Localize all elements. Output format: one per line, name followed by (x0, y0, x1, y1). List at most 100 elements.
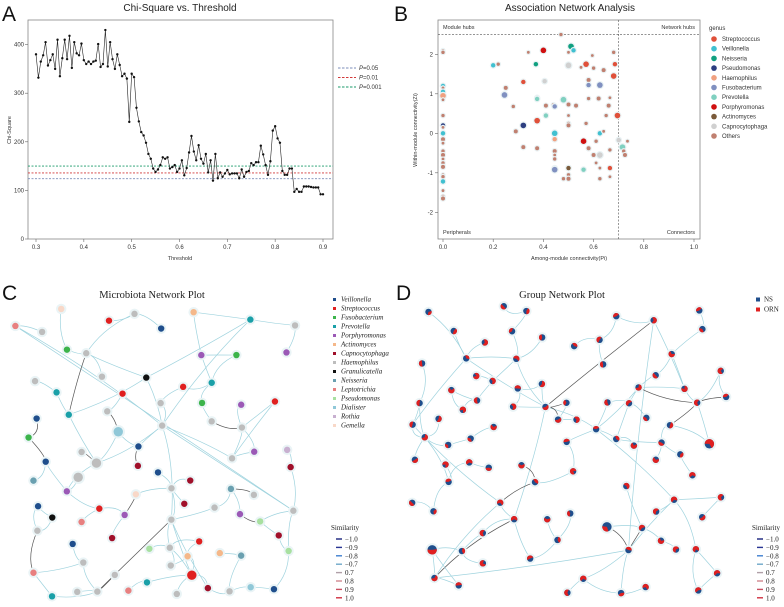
network-node-orn-share (526, 555, 534, 561)
legend-label: P=0.01 (359, 76, 379, 82)
quadrant-connectors: Connectors (667, 230, 695, 236)
network-node-dialister (247, 583, 254, 591)
data-point-porphyromonas (580, 138, 587, 144)
similarity-label: −1.0 (345, 536, 358, 544)
network-edge (499, 481, 536, 503)
data-point (257, 161, 260, 164)
data-point-others (441, 149, 445, 153)
legend-label: Haemophilus (722, 76, 757, 82)
legend-value: =0.05 (363, 66, 379, 72)
network-edge (628, 320, 654, 551)
network-edge (290, 466, 296, 511)
legend-swatch (711, 65, 717, 71)
legend-swatch (333, 325, 336, 328)
legend-label: Neisseria (722, 56, 748, 62)
network-node-streptococcus (179, 383, 187, 391)
data-point (34, 53, 38, 56)
data-point-fusobacterium (597, 82, 603, 88)
data-point-fusobacterium (552, 104, 557, 109)
plot-area-b (437, 19, 701, 240)
network-node-haemophilus (34, 527, 41, 534)
network-node-haemophilus (168, 485, 175, 492)
data-point (89, 62, 93, 66)
data-point-others (566, 176, 571, 181)
network-edge (673, 499, 697, 550)
data-point (211, 179, 215, 182)
network-node-orn-share (668, 351, 675, 358)
data-point (56, 38, 59, 41)
similarity-label: 1.0 (766, 594, 775, 602)
network-node-orn-share (643, 416, 648, 422)
data-point-veillonella (597, 131, 603, 136)
network-node-orn-share (557, 536, 561, 543)
network-node-orn-share (679, 452, 684, 458)
network-node-haemophilus (226, 588, 233, 595)
network-edge (412, 358, 467, 425)
network-node-orn-share (448, 387, 455, 394)
data-point-fusobacterium (586, 82, 591, 88)
data-point-others (441, 189, 445, 192)
data-point (171, 165, 174, 169)
network-edge (86, 352, 147, 378)
network-edge (273, 551, 289, 590)
legend-label: Actinomyces (722, 115, 756, 121)
data-point-others (608, 96, 612, 100)
legend-swatch (711, 123, 717, 130)
data-point-others (441, 137, 445, 142)
legend-swatch (711, 55, 717, 62)
x-tick-label: 0.6 (175, 245, 184, 251)
network-node-neisseria (227, 485, 235, 493)
network-node-orn-share (431, 575, 438, 582)
data-point-others (535, 146, 540, 151)
network-node-orn-share (452, 328, 457, 335)
data-point (151, 167, 155, 170)
data-point (39, 60, 42, 63)
data-point-others (596, 96, 601, 101)
network-node-orn-share (539, 380, 546, 388)
network-node-streptococcus (195, 538, 203, 545)
network-node-orn-share (717, 494, 724, 501)
network-node-granulicatella (143, 374, 150, 381)
network-node-orn-share (533, 478, 539, 484)
network-node-haemophilus (238, 424, 246, 431)
network-edge (669, 402, 698, 426)
network-node-haemophilus (168, 516, 175, 523)
data-point-others (604, 113, 608, 118)
network-node-gemella (58, 305, 65, 313)
network-edge (595, 387, 639, 430)
data-point-others (441, 153, 445, 158)
network-node-orn-share (613, 313, 619, 318)
network-edge (434, 549, 629, 579)
legend-swatch (333, 415, 336, 418)
network-node-orn-share (630, 442, 638, 449)
network-edge (513, 406, 546, 520)
data-point-prevotella (581, 167, 586, 172)
network-node-capnocytophaga (204, 584, 212, 592)
data-point-others (441, 164, 445, 169)
panel-letter-c: C (2, 282, 17, 305)
legend-swatch (711, 36, 717, 42)
network-node-orn-share (592, 425, 600, 430)
network-node-orn-share (418, 360, 423, 367)
y-tick-label: 400 (14, 43, 25, 49)
nodes (10, 303, 301, 602)
data-point-others (441, 113, 445, 118)
network-edge (671, 353, 685, 389)
network-node-orn-share (473, 397, 478, 404)
network-node-streptococcus (119, 390, 126, 397)
data-point-actinomyces (566, 165, 571, 171)
network-edge (193, 311, 251, 320)
data-point (104, 28, 107, 32)
data-point (68, 34, 71, 38)
network-edge (250, 319, 296, 326)
legend-label: Veillonella (341, 296, 371, 304)
data-point-others (441, 98, 445, 102)
similarity-label: 0.8 (766, 578, 775, 586)
data-point (190, 134, 193, 138)
network-node-orn-share (500, 304, 506, 310)
network-node-actinomyces (216, 549, 223, 557)
data-point (273, 125, 277, 128)
data-point-others (559, 32, 563, 37)
data-point (63, 38, 66, 41)
similarity-label: −0.9 (766, 544, 779, 552)
